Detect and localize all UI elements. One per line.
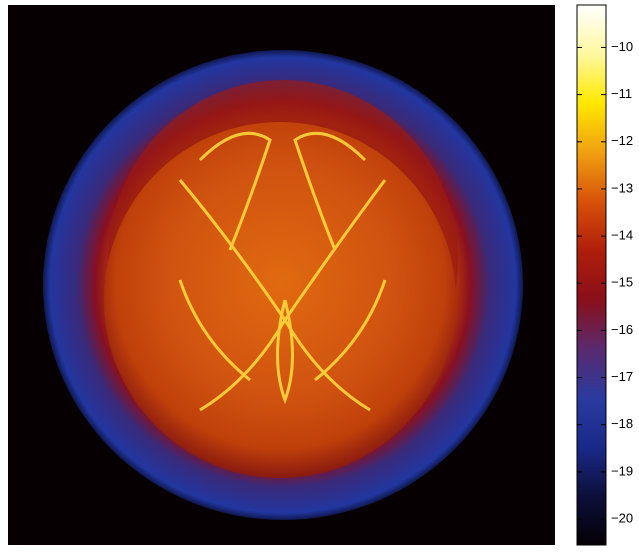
tick-label: −14: [611, 228, 633, 243]
tick-label: −13: [611, 180, 633, 195]
tick-label: −15: [611, 275, 633, 290]
tick-label: −11: [611, 86, 632, 101]
heatmap-image: [8, 5, 555, 545]
tick-label: −16: [611, 322, 633, 337]
tick-label: −17: [611, 369, 633, 384]
chart: −10 −11 −12 −13 −14 −15 −16 −17 −18 −19 −20: [0, 0, 639, 549]
tick-label: −19: [611, 463, 633, 478]
tick-label: −18: [611, 416, 633, 431]
page: {"chart_data": {"type": "heatmap", "zlim…: [0, 0, 639, 554]
tick-label: −20: [611, 510, 633, 525]
tick-label: −10: [611, 39, 633, 54]
tick-label: −12: [611, 133, 633, 148]
colorbar: [577, 5, 606, 545]
